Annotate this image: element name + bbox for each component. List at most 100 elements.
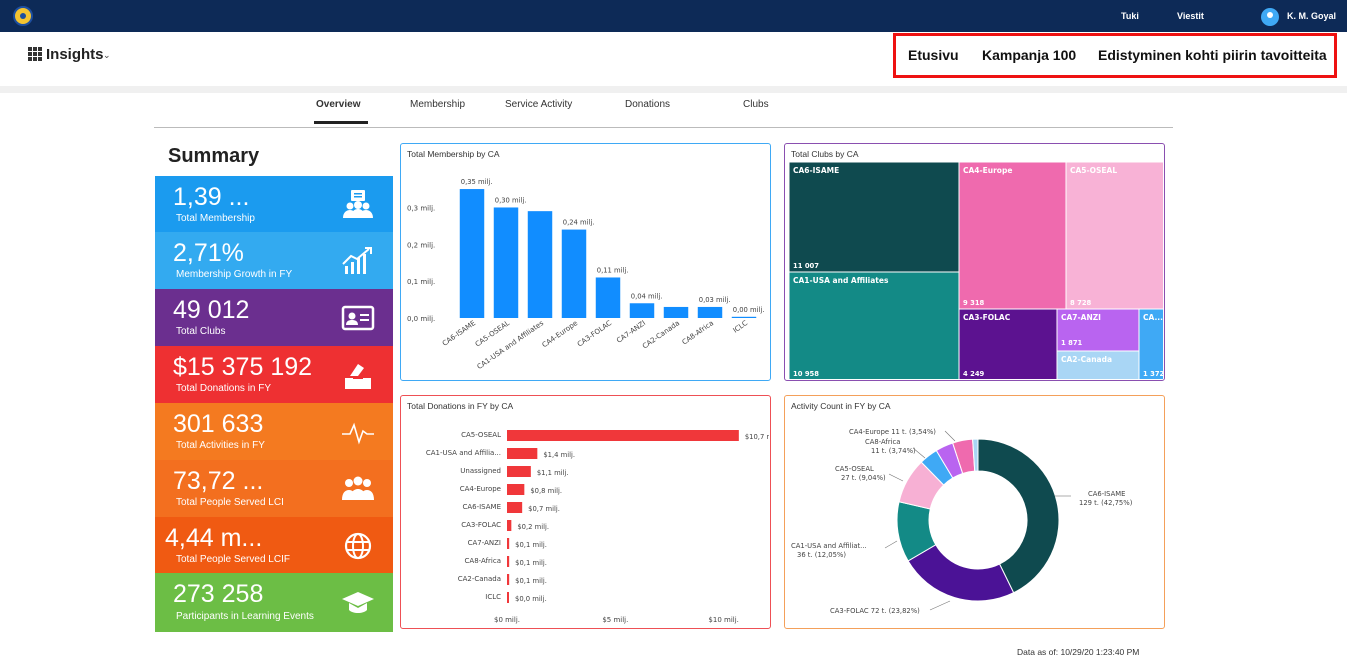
bar [459, 189, 485, 318]
slice-label: CA3-FOLAC 72 t. (23,82%) [830, 607, 920, 615]
membership-panel[interactable]: Total Membership by CA 0,0 milj. 0,1 milj… [400, 143, 771, 381]
bar [595, 277, 621, 318]
tab-membership[interactable]: Membership [410, 99, 466, 110]
user-name[interactable]: K. M. Goyal [1287, 11, 1337, 21]
card-value: 4,44 m... [165, 524, 263, 552]
slice-label: CA4-Europe 11 t. (3,54%) [849, 428, 936, 436]
tab-service-activity[interactable]: Service Activity [505, 99, 573, 110]
globe-icon [341, 531, 375, 561]
clubs-treemap: CA6-ISAME 11 007 CA1-USA and Affiliates 10 … [788, 161, 1163, 379]
tile-label: CA... [1143, 313, 1163, 322]
slice-label: CA8-Africa 11 t. (3,74%) [865, 438, 916, 455]
top-bar: Tuki Viestit K. M. Goyal [0, 0, 1347, 32]
bar [527, 211, 553, 318]
slice-label: CA1-USA and Affiliat... 36 t. (12,05%) [791, 542, 867, 559]
summary-card[interactable]: 1,39 ... Total Membership [155, 176, 393, 232]
treemap-tile [1056, 308, 1140, 352]
tab-donations[interactable]: Donations [625, 99, 671, 110]
summary-card[interactable]: 73,72 ... Total People Served LCI [155, 460, 393, 517]
x-tick-label: CA4-Europe [541, 319, 579, 349]
data-label: 0,00 milj. [733, 306, 765, 314]
messages-link[interactable]: Viestit [1177, 11, 1204, 21]
summary-card[interactable]: 301 633 Total Activities in FY [155, 403, 393, 460]
tile-label: CA4-Europe [963, 166, 1012, 175]
tile-value: 9 318 [963, 299, 985, 307]
data-label: 0,30 milj. [495, 196, 527, 204]
summary-card[interactable]: 2,71% Membership Growth in FY [155, 232, 393, 289]
app-title[interactable]: Insights [46, 46, 104, 63]
app-launcher-icon[interactable] [28, 47, 42, 61]
chevron-down-icon[interactable]: ⌄ [103, 50, 111, 60]
nav-campaign[interactable]: Kampanja 100 [982, 47, 1077, 63]
activity-panel[interactable]: Activity Count in FY by CA CA6-ISAME 129 … [784, 395, 1165, 629]
card-label: Total People Served LCI [176, 497, 284, 508]
bar [507, 538, 510, 549]
clubs-panel[interactable]: Total Clubs by CA CA6-ISAME 11 007 CA1-USA… [784, 143, 1165, 381]
data-label: $0,7 milj. [528, 505, 560, 513]
y-tick-label: 0,3 milj. [407, 204, 435, 212]
data-label: $0,1 milj. [515, 559, 547, 567]
card-label: Total Donations in FY [176, 383, 272, 394]
tab-overview[interactable]: Overview [316, 99, 361, 110]
nav-home[interactable]: Etusivu [908, 47, 959, 63]
treemap-tile [1138, 308, 1163, 379]
y-tick-label: 0,2 milj. [407, 241, 435, 249]
graduation-cap-icon [341, 587, 375, 617]
data-label: 0,04 milj. [631, 292, 663, 300]
data-label: $0,8 milj. [530, 487, 562, 495]
leader-line [884, 540, 898, 549]
lions-logo-icon[interactable] [13, 6, 33, 26]
category-label: CA6-ISAME [462, 503, 501, 511]
user-avatar-icon[interactable] [1261, 8, 1279, 26]
data-label: 0,11 milj. [597, 266, 629, 274]
nav-progress[interactable]: Edistyminen kohti piirin tavoitteita [1098, 47, 1327, 63]
summary-card[interactable]: 4,44 m... Total People Served LCIF [155, 517, 393, 573]
donations-panel[interactable]: Total Donations in FY by CA CA5-OSEAL $10… [400, 395, 771, 629]
y-tick-label: 0,1 milj. [407, 278, 435, 286]
active-tab-indicator [314, 121, 368, 124]
bar [561, 229, 587, 318]
data-label: 0,03 milj. [699, 296, 731, 304]
treemap-tile [1056, 350, 1140, 379]
data-label: $1,1 milj. [537, 469, 569, 477]
panel-title: Total Clubs by CA [791, 149, 859, 159]
header-separator [0, 86, 1347, 93]
tile-value: 11 007 [793, 262, 819, 270]
id-card-icon [341, 303, 375, 333]
card-label: Total Membership [176, 213, 255, 224]
bar [663, 306, 689, 318]
growth-chart-icon [341, 246, 375, 276]
slice-label: CA6-ISAME 129 t. (42,75%) [1079, 490, 1133, 507]
summary-card[interactable]: 49 012 Total Clubs [155, 289, 393, 346]
card-value: 273 258 [173, 580, 264, 608]
data-label: $0,1 milj. [515, 577, 547, 585]
leader-line [888, 473, 904, 482]
category-label: ICLC [485, 593, 501, 601]
data-label: 0,24 milj. [563, 219, 595, 227]
highlight-box [893, 33, 1337, 78]
tile-value: 8 728 [1070, 299, 1092, 307]
tile-value: 4 249 [963, 370, 985, 378]
bar [507, 484, 525, 495]
tab-clubs[interactable]: Clubs [743, 99, 769, 110]
summary-card[interactable]: 273 258 Participants in Learning Events [155, 573, 393, 632]
bar [493, 207, 519, 318]
bar [731, 316, 757, 318]
bar [507, 556, 510, 567]
category-label: CA3-FOLAC [461, 521, 501, 529]
x-tick-label: CA6-ISAME [441, 319, 477, 348]
panel-title: Total Donations in FY by CA [407, 401, 514, 411]
card-value: 49 012 [173, 296, 250, 324]
activity-donut-chart: CA6-ISAME 129 t. (42,75%) CA3-FOLAC 72 t. … [791, 428, 1133, 615]
card-label: Total People Served LCIF [176, 554, 290, 565]
card-value: 2,71% [173, 239, 244, 267]
data-label: $0,2 milj. [517, 523, 549, 531]
x-tick-label: $10 milj. [708, 616, 738, 624]
category-label: CA7-ANZI [468, 539, 501, 547]
donut-slice [972, 438, 979, 472]
category-label: CA8-Africa [465, 557, 501, 565]
bar [697, 306, 723, 318]
x-tick-label: CA3-FOLAC [576, 319, 613, 348]
support-link[interactable]: Tuki [1121, 11, 1139, 21]
summary-card[interactable]: $15 375 192 Total Donations in FY [155, 346, 393, 403]
